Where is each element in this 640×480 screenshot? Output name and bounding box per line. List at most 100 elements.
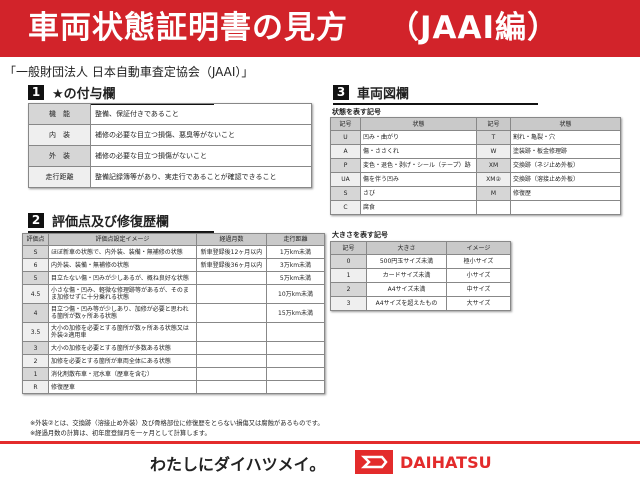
section-title: 車両図欄	[357, 87, 410, 102]
table-cell: 2	[330, 282, 367, 297]
table-cell: 修復歴	[510, 186, 621, 201]
table-row: 2 加修を必要とする箇所が車両全体にある状態	[22, 354, 325, 368]
table-cell: 3.5	[22, 322, 49, 342]
table-cell: 極小サイズ	[446, 254, 511, 269]
table-cell: 中サイズ	[446, 282, 511, 297]
table-cell: 新車登録後12ヶ月以内	[196, 245, 267, 259]
column-header: 経過月数	[196, 233, 267, 246]
table-cell: 5	[22, 271, 49, 285]
table-cell: 4	[22, 303, 49, 323]
table-row: UA 傷を伴う凹み XM② 交換跡（溶接止め外板）	[330, 172, 621, 187]
table-cell: A	[330, 144, 361, 159]
table-row: 4.5 小さな傷・凹み、軽微な修理跡等があるが、そのまま加修せずに十分乗れる状態 1…	[22, 284, 325, 304]
table-cell: 5万km未満	[266, 271, 325, 285]
table-cell: ほぼ新車の状態で、内外装、装備・無補修の状態	[48, 245, 197, 259]
section-title: 評価点及び修復歴欄	[52, 215, 170, 230]
table-cell: 15万km未満	[266, 303, 325, 323]
table-cell: 500円玉サイズ未満	[366, 254, 447, 269]
table-cell: 変色・退色・剥げ・シール（テープ）跡	[360, 158, 477, 173]
size-symbols-label: 大きさを表す記号	[332, 231, 388, 239]
table-cell	[196, 271, 267, 285]
footnote: ※外装②とは、交換跡（溶接止め外装）及び骨格部位に修復歴をとらない損傷又は腐蝕が…	[30, 420, 324, 427]
table-cell: A4サイズ未満	[366, 282, 447, 297]
row-label: 外 装	[28, 145, 91, 167]
table-cell: 凹み・曲がり	[360, 130, 477, 145]
table-cell: 交換跡（溶接止め外板）	[510, 172, 621, 187]
footnote: ※経過月数の計算は、初年度登録月を一ヶ月として計算します。	[30, 430, 211, 437]
table-cell: 大小の加修を必要とする箇所が数ヶ所ある状態又は外装②適用車	[48, 322, 197, 342]
table-row: 0 500円玉サイズ未満 極小サイズ	[330, 254, 511, 269]
state-symbols-label: 状態を表す記号	[332, 108, 381, 116]
divider	[0, 441, 640, 444]
star-table: 機 能整備、保証付きであること内 装補修の必要な目立つ損傷、悪臭等がないこと外 …	[28, 103, 312, 188]
table-cell: カードサイズ未満	[366, 268, 447, 283]
table-cell: 大小の加修を必要とする箇所が多数ある状態	[48, 341, 197, 355]
table-cell: 4.5	[22, 284, 49, 304]
table-cell: 小さな傷・凹み、軽微な修理跡等があるが、そのまま加修せずに十分乗れる状態	[48, 284, 197, 304]
table-cell: 10万km未満	[266, 284, 325, 304]
table-cell	[196, 341, 267, 355]
section1-heading: 1 ★の付与欄	[28, 83, 214, 105]
row-value: 補修の必要な目立つ損傷、悪臭等がないこと	[90, 124, 312, 146]
table-row: 4 目立つ傷・凹み等が少しあり、加修が必要と思われる箇所が数ヶ所ある状態 15万km…	[22, 303, 325, 323]
table-cell: 3万km未満	[266, 258, 325, 272]
table-cell	[266, 367, 325, 381]
column-header: 記号	[330, 117, 361, 131]
row-label: 内 装	[28, 124, 91, 146]
table-row: 6 内外装、装備・無補修の状態 新車登録後36ヶ月以内 3万km未満	[22, 258, 325, 272]
organization-name: 「一般財団法人 日本自動車査定協会（JAAI）」	[4, 65, 254, 79]
table-cell	[196, 380, 267, 394]
table-row: 内 装補修の必要な目立つ損傷、悪臭等がないこと	[28, 124, 312, 146]
table-row: 外 装補修の必要な目立つ損傷がないこと	[28, 145, 312, 167]
table-cell: UA	[330, 172, 361, 187]
section2-heading: 2 評価点及び修復歴欄	[28, 211, 214, 233]
section-number: 2	[28, 213, 44, 228]
table-cell	[266, 380, 325, 394]
brand-name: DAIHATSU	[400, 453, 492, 472]
table-row: 3 大小の加修を必要とする箇所が多数ある状態	[22, 341, 325, 355]
page-subtitle: （JAAI編）	[388, 10, 560, 46]
table-cell	[510, 200, 621, 215]
table-cell: 1万km未満	[266, 245, 325, 259]
section-title: ★の付与欄	[52, 87, 116, 102]
table-cell: 交換跡（ネジ止め外板）	[510, 158, 621, 173]
table-cell: M	[476, 186, 511, 201]
table-cell: 1	[330, 268, 367, 283]
table-row: S ほぼ新車の状態で、内外装、装備・無補修の状態 新車登録後12ヶ月以内 1万km未満	[22, 245, 325, 259]
table-row: 2 A4サイズ未満 中サイズ	[330, 282, 511, 297]
row-value: 整備、保証付きであること	[90, 103, 312, 125]
table-cell	[196, 367, 267, 381]
table-cell: 大サイズ	[446, 296, 511, 311]
table-cell: 3	[330, 296, 367, 311]
table-cell: 内外装、装備・無補修の状態	[48, 258, 197, 272]
table-row: 機 能整備、保証付きであること	[28, 103, 312, 125]
table-cell: 消化剤散布車・冠水車（歴車を含む）	[48, 367, 197, 381]
daihatsu-logo-icon	[355, 450, 393, 474]
row-value: 整備記録簿等があり、実走行であることが確認できること	[90, 166, 312, 188]
table-cell: W	[476, 144, 511, 159]
score-table: 評価点 評価点設定イメージ 経過月数 走行距離 S ほぼ新車の状態で、内外装、装備・無補修…	[22, 233, 325, 394]
table-cell: さび	[360, 186, 477, 201]
table-cell: 腐食	[360, 200, 477, 215]
table-cell: A4サイズを超えたもの	[366, 296, 447, 311]
table-cell: XM	[476, 158, 511, 173]
table-cell: S	[330, 186, 361, 201]
column-header: 記号	[330, 241, 367, 255]
size-symbols-table: 記号 大きさ イメージ 0 500円玉サイズ未満 極小サイズ 1 カードサイズ未満 小サイズ 2 A…	[330, 241, 511, 311]
column-header: 評価点設定イメージ	[48, 233, 197, 246]
column-header: イメージ	[446, 241, 511, 255]
table-row: 走行距離 整備記録簿等があり、実走行であることが確認できること	[28, 166, 312, 188]
row-value: 補修の必要な目立つ損傷がないこと	[90, 145, 312, 167]
table-cell: 傷・ささくれ	[360, 144, 477, 159]
table-cell: T	[476, 130, 511, 145]
table-cell: 新車登録後36ヶ月以内	[196, 258, 267, 272]
table-row: R 修復歴車	[22, 380, 325, 394]
table-cell: 傷を伴う凹み	[360, 172, 477, 187]
column-header: 記号	[476, 117, 511, 131]
table-row: 3.5 大小の加修を必要とする箇所が数ヶ所ある状態又は外装②適用車	[22, 322, 325, 342]
table-cell: 目立たない傷・凹みが少しあるが、概ね良好な状態	[48, 271, 197, 285]
table-cell: P	[330, 158, 361, 173]
table-cell: 6	[22, 258, 49, 272]
section-number: 3	[333, 85, 349, 100]
page-header: 車両状態証明書の見方 （JAAI編）	[0, 0, 640, 57]
